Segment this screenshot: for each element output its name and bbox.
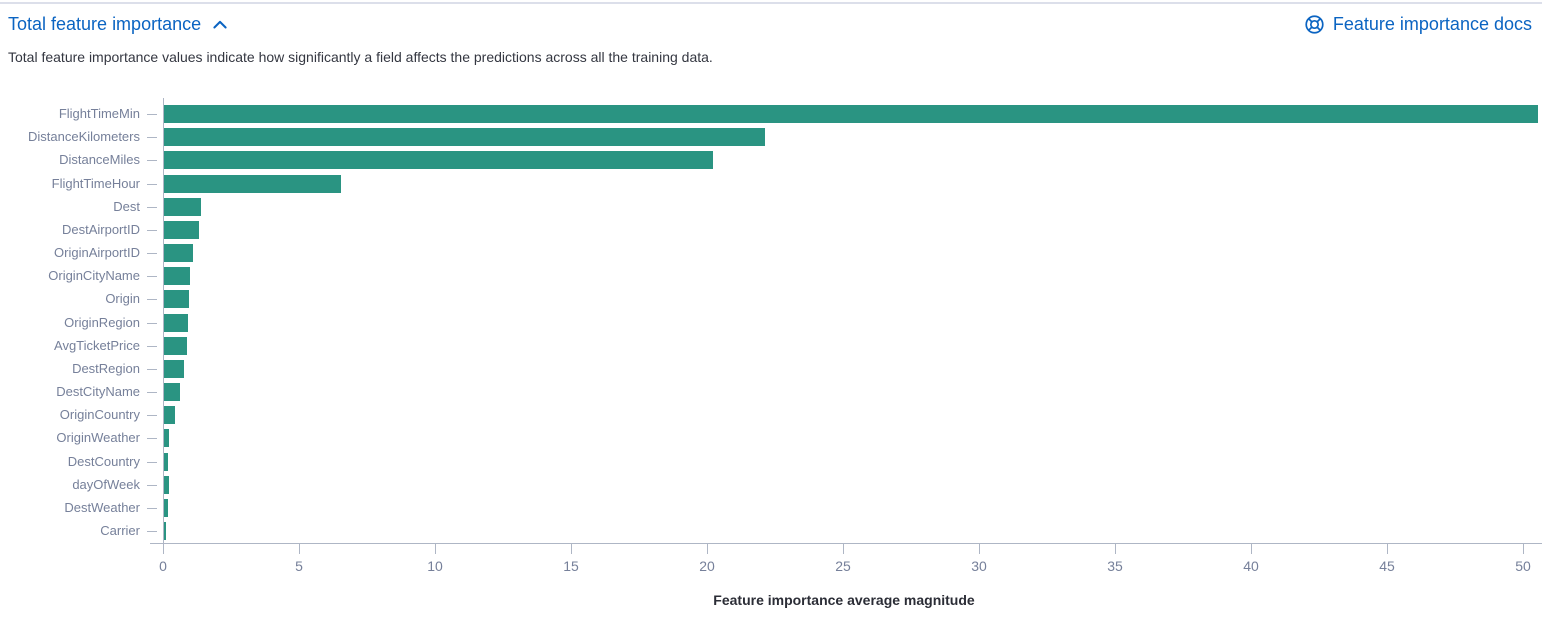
category-label: DistanceKilometers bbox=[28, 129, 140, 145]
bar[interactable] bbox=[164, 290, 189, 309]
y-tick bbox=[147, 415, 157, 417]
x-tick bbox=[979, 543, 980, 554]
x-tick bbox=[707, 543, 708, 554]
x-tick bbox=[843, 543, 844, 554]
total-feature-importance-toggle[interactable]: Total feature importance bbox=[8, 14, 229, 35]
bar[interactable] bbox=[164, 174, 341, 193]
y-tick bbox=[147, 183, 157, 185]
category-label: OriginCountry bbox=[59, 407, 140, 423]
lifebuoy-help-icon bbox=[1304, 14, 1325, 35]
x-tick-label: 40 bbox=[1243, 558, 1259, 574]
docs-link-label: Feature importance docs bbox=[1332, 14, 1532, 34]
x-tick bbox=[1115, 543, 1116, 554]
category-label: Origin bbox=[105, 291, 140, 307]
bar[interactable] bbox=[164, 359, 184, 378]
category-label: Dest bbox=[113, 198, 140, 214]
y-tick bbox=[147, 531, 157, 533]
x-tick bbox=[1387, 543, 1388, 554]
x-tick-label: 20 bbox=[699, 558, 715, 574]
y-tick bbox=[147, 114, 157, 115]
section-header: Total feature importance Feature importa… bbox=[0, 0, 1542, 35]
y-tick bbox=[147, 253, 157, 255]
chevron-up-icon bbox=[211, 16, 229, 34]
y-tick bbox=[147, 276, 157, 278]
y-tick bbox=[147, 299, 157, 301]
section-description: Total feature importance values indicate… bbox=[8, 49, 713, 65]
x-tick-label: 15 bbox=[563, 558, 579, 574]
x-tick-label: 10 bbox=[427, 558, 443, 574]
y-tick bbox=[147, 392, 157, 394]
bar[interactable] bbox=[164, 267, 190, 286]
category-label: dayOfWeek bbox=[72, 476, 140, 492]
category-label: AvgTicketPrice bbox=[54, 337, 140, 353]
bar[interactable] bbox=[164, 220, 199, 239]
bar[interactable] bbox=[164, 475, 169, 494]
category-label: DistanceMiles bbox=[59, 152, 140, 168]
y-tick bbox=[147, 438, 157, 440]
bar[interactable] bbox=[164, 244, 193, 263]
x-tick-label: 5 bbox=[295, 558, 303, 574]
y-tick bbox=[147, 206, 157, 208]
x-tick-label: 30 bbox=[971, 558, 987, 574]
bar[interactable] bbox=[164, 383, 180, 402]
category-label: OriginAirportID bbox=[54, 245, 140, 261]
bar[interactable] bbox=[164, 128, 765, 147]
feature-importance-chart: FlightTimeMin DistanceKilometers DistanceM… bbox=[0, 95, 1542, 618]
bar[interactable] bbox=[164, 522, 166, 541]
x-tick-label: 45 bbox=[1379, 558, 1395, 574]
y-tick bbox=[147, 484, 157, 486]
category-label: OriginWeather bbox=[56, 430, 140, 446]
x-tick bbox=[571, 543, 572, 554]
x-tick bbox=[435, 543, 436, 554]
x-tick-label: 0 bbox=[159, 558, 167, 574]
x-axis-line bbox=[150, 543, 1542, 544]
top-divider bbox=[0, 2, 1542, 4]
x-tick bbox=[299, 543, 300, 554]
bar[interactable] bbox=[164, 406, 175, 425]
bar[interactable] bbox=[164, 336, 187, 355]
category-label: DestRegion bbox=[72, 360, 140, 376]
y-axis-line bbox=[163, 98, 164, 543]
y-tick bbox=[147, 345, 157, 347]
bar[interactable] bbox=[164, 105, 1538, 123]
category-label: FlightTimeMin bbox=[58, 106, 140, 121]
section-title: Total feature importance bbox=[8, 14, 202, 34]
category-label: DestCityName bbox=[56, 384, 140, 400]
bar[interactable] bbox=[164, 452, 168, 471]
x-tick bbox=[1251, 543, 1252, 554]
y-tick bbox=[147, 160, 157, 162]
bar[interactable] bbox=[164, 151, 713, 170]
bar[interactable] bbox=[164, 197, 201, 216]
x-tick-label: 25 bbox=[835, 558, 851, 574]
bar[interactable] bbox=[164, 429, 169, 448]
y-tick bbox=[147, 137, 157, 139]
bar[interactable] bbox=[164, 313, 188, 332]
category-label: OriginRegion bbox=[64, 314, 140, 330]
bar[interactable] bbox=[164, 498, 168, 517]
category-label: DestWeather bbox=[64, 499, 140, 515]
category-label: DestCountry bbox=[67, 453, 140, 469]
y-tick bbox=[147, 322, 157, 324]
category-label: DestAirportID bbox=[61, 221, 140, 237]
y-tick bbox=[147, 461, 157, 463]
x-tick bbox=[1523, 543, 1524, 554]
x-tick-label: 50 bbox=[1515, 558, 1531, 574]
x-axis-title: Feature importance average magnitude bbox=[713, 592, 975, 608]
y-tick bbox=[147, 229, 157, 231]
y-tick bbox=[147, 507, 157, 509]
category-label: Carrier bbox=[100, 523, 140, 539]
category-label: OriginCityName bbox=[48, 268, 140, 284]
y-tick bbox=[147, 368, 157, 370]
category-label: FlightTimeHour bbox=[51, 175, 140, 191]
x-tick bbox=[163, 543, 164, 554]
x-tick-label: 35 bbox=[1107, 558, 1123, 574]
feature-importance-docs-link[interactable]: Feature importance docs bbox=[1304, 14, 1532, 35]
